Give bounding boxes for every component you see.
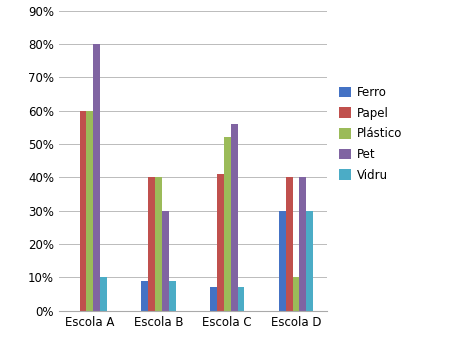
Bar <box>162 211 169 311</box>
Bar <box>292 277 299 311</box>
Legend: Ferro, Papel, Plástico, Pet, Vidru: Ferro, Papel, Plástico, Pet, Vidru <box>336 83 405 185</box>
Bar <box>142 281 148 311</box>
Bar <box>231 124 237 311</box>
Bar <box>155 177 162 311</box>
Bar <box>286 177 292 311</box>
Bar <box>94 44 100 311</box>
Bar <box>210 287 217 311</box>
Bar <box>224 137 231 311</box>
Bar <box>100 277 107 311</box>
Bar <box>148 177 155 311</box>
Bar <box>279 211 286 311</box>
Bar <box>79 110 87 311</box>
Bar <box>169 281 176 311</box>
Bar <box>306 211 313 311</box>
Bar <box>217 174 224 311</box>
Bar <box>299 177 306 311</box>
Bar <box>87 110 94 311</box>
Bar <box>237 287 244 311</box>
